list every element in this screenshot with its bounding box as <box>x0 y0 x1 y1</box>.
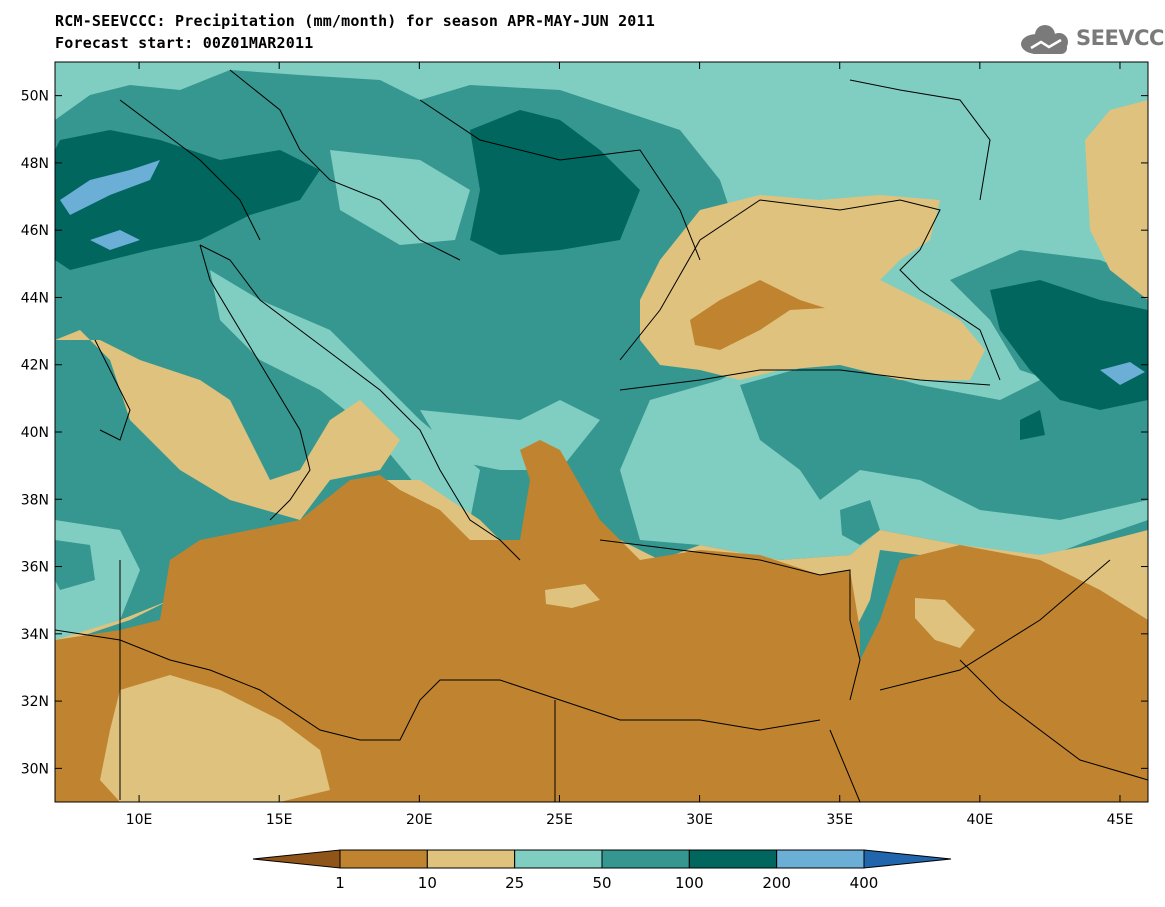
lat-tick-label: 40N <box>21 425 49 441</box>
colorbar-bin-over <box>863 849 952 869</box>
longitude-axis: 10E 15E 20E 25E 30E 35E 40E 45E <box>126 62 1134 828</box>
lat-tick-label: 36N <box>21 560 49 576</box>
lat-tick-label: 34N <box>21 627 49 643</box>
coastlines-borders <box>55 69 1148 802</box>
chart-title: RCM-SEEVCCC: Precipitation (mm/month) fo… <box>55 12 655 30</box>
colorbar-bin <box>339 849 428 869</box>
colorbar-legend: 1 10 25 50 100 200 400 <box>252 849 952 892</box>
seevccc-cloud-logo-icon <box>1021 25 1068 54</box>
colorbar-label: 200 <box>762 874 791 892</box>
colorbar-bin-under <box>252 849 341 869</box>
colorbar-bin <box>514 849 603 869</box>
field-1-10 <box>55 280 1148 802</box>
lon-tick-label: 15E <box>266 812 293 828</box>
colorbar-label: 10 <box>418 874 437 892</box>
field-10-25-inner <box>100 584 975 802</box>
lon-tick-label: 20E <box>406 812 433 828</box>
lon-tick-label: 30E <box>686 812 713 828</box>
colorbar-bin <box>426 849 516 869</box>
lon-tick-label: 25E <box>546 812 573 828</box>
precipitation-field <box>55 62 1148 802</box>
lat-tick-label: 50N <box>21 89 49 105</box>
lat-tick-label: 38N <box>21 492 49 508</box>
colorbar-label: 25 <box>505 874 524 892</box>
lon-tick-label: 45E <box>1107 812 1134 828</box>
colorbar-bin <box>776 849 865 869</box>
field-200-400 <box>60 160 1145 385</box>
colorbar-label: 50 <box>592 874 611 892</box>
colorbar-label: 1 <box>335 874 345 892</box>
logo-text: SEEVCCC <box>1076 26 1165 50</box>
colorbar-label: 400 <box>850 874 879 892</box>
lon-tick-label: 10E <box>126 812 153 828</box>
lat-tick-label: 48N <box>21 156 49 172</box>
lat-tick-label: 32N <box>21 694 49 710</box>
lat-tick-label: 44N <box>21 290 49 306</box>
lat-tick-label: 30N <box>21 761 49 777</box>
lon-tick-label: 40E <box>967 812 994 828</box>
lon-tick-label: 35E <box>826 812 853 828</box>
lat-tick-label: 42N <box>21 358 49 374</box>
forecast-start-subtitle: Forecast start: 00Z01MAR2011 <box>55 34 314 52</box>
colorbar-bin <box>688 849 778 869</box>
colorbar-bin <box>601 849 690 869</box>
lat-tick-label: 46N <box>21 223 49 239</box>
colorbar-label: 100 <box>675 874 704 892</box>
latitude-axis: 30N 32N 34N 36N 38N 40N 42N 44N 46N 48N 50N <box>21 89 1148 777</box>
